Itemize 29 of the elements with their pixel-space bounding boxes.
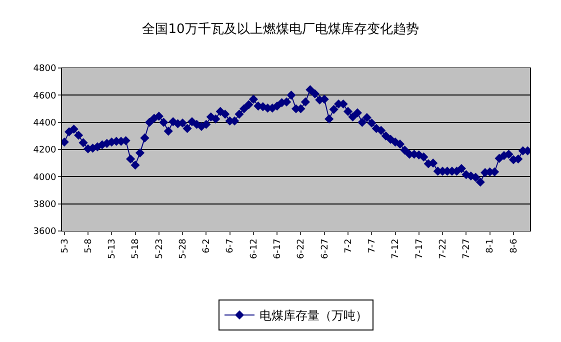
x-tick-label: 5-8 (84, 238, 94, 254)
x-tick-label: 6-17 (273, 238, 284, 260)
x-tick-label: 5-28 (178, 238, 188, 260)
x-tick-label: 5-3 (60, 238, 70, 254)
y-tick-label: 3800 (33, 200, 56, 210)
y-tick-label: 4800 (33, 64, 56, 74)
x-tick-label: 7-12 (391, 238, 402, 260)
x-tick-label: 5-23 (154, 238, 165, 260)
x-tick-label: 7-17 (414, 238, 425, 260)
x-tick-label: 6-2 (202, 238, 212, 254)
y-tick-label: 4600 (33, 91, 56, 102)
x-tick-label: 7-22 (438, 238, 448, 260)
x-tick-label: 8-6 (509, 238, 520, 254)
y-tick-label: 4200 (33, 146, 56, 156)
y-tick-label: 3600 (33, 227, 56, 238)
legend-label: 电煤库存量（万吨） (260, 308, 368, 323)
x-tick-label: 7-2 (344, 238, 354, 254)
x-tick-label: 8-1 (486, 238, 496, 254)
x-tick-label: 6-7 (226, 238, 236, 254)
chart-title: 全国10万千瓦及以上燃煤电厂电煤库存变化趋势 (142, 22, 419, 38)
x-tick-label: 6-12 (249, 238, 260, 260)
x-tick-label: 7-27 (462, 238, 472, 260)
x-tick-label: 6-27 (320, 238, 330, 260)
x-tick-label: 5-13 (108, 238, 118, 260)
x-tick-label: 7-7 (368, 238, 378, 254)
y-tick-label: 4400 (33, 118, 56, 128)
x-tick-label: 5-18 (131, 238, 142, 260)
y-tick-label: 4000 (33, 172, 56, 183)
x-tick-label: 6-22 (296, 238, 307, 260)
